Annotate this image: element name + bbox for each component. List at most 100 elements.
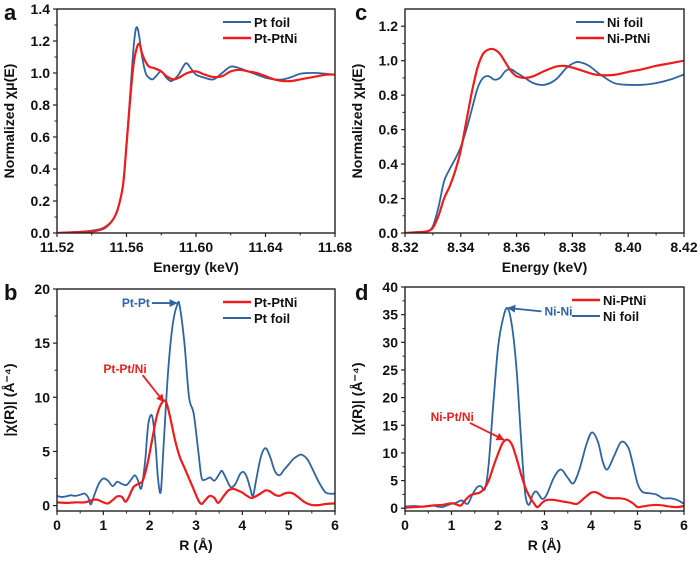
x-tick-label: 11.56 bbox=[109, 239, 143, 255]
annotation: Pt-Pt bbox=[122, 296, 178, 310]
y-tick-label: 20 bbox=[34, 281, 50, 297]
legend-label: Pt-PtNi bbox=[254, 295, 297, 310]
legend-label: Ni foil bbox=[603, 309, 639, 324]
x-tick-label: 5 bbox=[634, 517, 642, 533]
y-tick-label: 1.2 bbox=[379, 18, 399, 34]
y-axis-title: |χ(R)| (Å⁻⁴) bbox=[1, 364, 17, 437]
annotation-label: Ni-Pt/Ni bbox=[431, 410, 474, 424]
x-tick-label: 5 bbox=[285, 517, 293, 533]
panel-a-xanes-pt: 11.52 11.56 11.60 11.64 11.68 0.0 0.2 0.4 0.6 0.8… bbox=[1, 0, 352, 275]
series-line-pt-ptni bbox=[57, 399, 335, 507]
y-tick-label: 20 bbox=[382, 390, 398, 406]
y-axis-title: |χ(R)| (Å⁻⁴) bbox=[349, 363, 365, 436]
x-tick-label: 2 bbox=[146, 517, 154, 533]
panel-c-xanes-ni: 8.32 8.34 8.36 8.38 8.40 8.42 0.0 0.2 0.4 0.6 0.8 1… bbox=[349, 0, 698, 275]
x-tick-label: 8.34 bbox=[447, 239, 474, 255]
series-group bbox=[405, 307, 684, 509]
x-tick-label: 3 bbox=[541, 517, 549, 533]
y-tick-label: 0 bbox=[390, 500, 398, 516]
series-line-ni-ptni bbox=[405, 438, 684, 509]
x-axis-title: R (Å) bbox=[528, 537, 561, 553]
y-tick-label: 0.0 bbox=[31, 225, 51, 241]
y-tick-label: 5 bbox=[390, 473, 398, 489]
y-tick-label: 1.4 bbox=[31, 1, 51, 17]
panel-letter: b bbox=[4, 280, 17, 305]
series-line-pt-foil bbox=[57, 300, 335, 506]
legend-label: Pt foil bbox=[254, 15, 290, 30]
x-tick-label: 2 bbox=[494, 517, 502, 533]
x-tick-label: 11.68 bbox=[318, 239, 352, 255]
annotation: Ni-Ni bbox=[507, 304, 573, 318]
panel-letter: a bbox=[4, 0, 17, 25]
y-axis-title: Normalized χμ(E) bbox=[1, 64, 17, 179]
y-tick-label: 0.8 bbox=[379, 87, 399, 103]
panel-b-ft-exafs-pt: 0 1 2 3 4 5 6 0 5 10 15 20 R (Å) |χ(R)| (Å⁻⁴) b Pt-PtNi… bbox=[1, 280, 339, 553]
y-tick-label: 10 bbox=[34, 389, 50, 405]
y-tick-label: 1.2 bbox=[31, 33, 51, 49]
series-line-ni-foil bbox=[405, 307, 684, 509]
plot-frame bbox=[56, 288, 336, 512]
annotation-arrow bbox=[507, 304, 542, 313]
y-tick-label: 0 bbox=[42, 498, 50, 514]
y-tick-label: 1.0 bbox=[379, 53, 399, 69]
legend-label: Ni-PtNi bbox=[607, 31, 650, 46]
panel-d-ft-exafs-ni: 0 1 2 3 4 5 6 0 5 10 15 20 25 30 35 40 R (Å) |χ(R)| (Å⁻⁴)… bbox=[349, 279, 688, 553]
series-line-pt-foil bbox=[57, 26, 335, 233]
x-tick-label: 0 bbox=[53, 517, 61, 533]
y-axis-title: Normalized χμ(E) bbox=[349, 64, 365, 179]
x-tick-label: 6 bbox=[680, 517, 688, 533]
series-group bbox=[57, 26, 335, 233]
x-axis-title: R (Å) bbox=[179, 537, 212, 553]
annotation: Pt-Pt/Ni bbox=[103, 362, 165, 403]
y-tick-label: 0.4 bbox=[31, 161, 51, 177]
annotation-label: Ni-Ni bbox=[545, 304, 573, 318]
annotation-label: Pt-Pt bbox=[122, 296, 150, 310]
x-axis-title: Energy (keV) bbox=[502, 259, 588, 275]
x-axis-title: Energy (keV) bbox=[153, 259, 239, 275]
series-line-ni-foil bbox=[405, 60, 684, 233]
y-tick-label: 0.8 bbox=[31, 97, 51, 113]
y-tick-label: 0.2 bbox=[379, 191, 399, 207]
x-tick-label: 8.38 bbox=[559, 239, 586, 255]
annotation: Ni-Pt/Ni bbox=[431, 410, 505, 441]
y-tick-label: 5 bbox=[42, 443, 50, 459]
legend-label: Pt foil bbox=[254, 311, 290, 326]
legend-label: Ni-PtNi bbox=[603, 293, 646, 308]
x-tick-label: 4 bbox=[587, 517, 595, 533]
x-tick-label: 4 bbox=[238, 517, 246, 533]
y-tick-label: 15 bbox=[34, 335, 50, 351]
panel-letter: c bbox=[355, 0, 367, 25]
x-tick-label: 1 bbox=[99, 517, 107, 533]
y-tick-label: 0.4 bbox=[379, 156, 399, 172]
legend-label: Pt-PtNi bbox=[254, 31, 297, 46]
series-line-pt-ptni bbox=[57, 42, 335, 233]
x-tick-label: 8.40 bbox=[615, 239, 642, 255]
x-tick-label: 8.36 bbox=[503, 239, 530, 255]
annotation-label: Pt-Pt/Ni bbox=[103, 362, 146, 376]
y-tick-label: 30 bbox=[382, 334, 398, 350]
annotation-arrow bbox=[141, 374, 165, 403]
y-tick-label: 0.6 bbox=[379, 122, 399, 138]
x-tick-label: 3 bbox=[192, 517, 200, 533]
x-tick-label: 8.32 bbox=[391, 239, 418, 255]
annotation-arrow bbox=[469, 422, 505, 441]
y-tick-label: 0.6 bbox=[31, 129, 51, 145]
x-tick-label: 11.52 bbox=[40, 239, 74, 255]
y-tick-label: 0.0 bbox=[379, 225, 399, 241]
x-tick-label: 0 bbox=[401, 517, 409, 533]
y-tick-label: 10 bbox=[382, 445, 398, 461]
y-tick-label: 0.2 bbox=[31, 193, 51, 209]
y-tick-label: 35 bbox=[382, 307, 398, 323]
y-tick-label: 1.0 bbox=[31, 65, 51, 81]
panel-letter: d bbox=[355, 280, 368, 305]
y-tick-label: 40 bbox=[382, 279, 398, 295]
x-tick-label: 8.42 bbox=[670, 239, 697, 255]
legend-label: Ni foil bbox=[607, 15, 643, 30]
x-tick-label: 6 bbox=[331, 517, 339, 533]
x-tick-label: 1 bbox=[448, 517, 456, 533]
